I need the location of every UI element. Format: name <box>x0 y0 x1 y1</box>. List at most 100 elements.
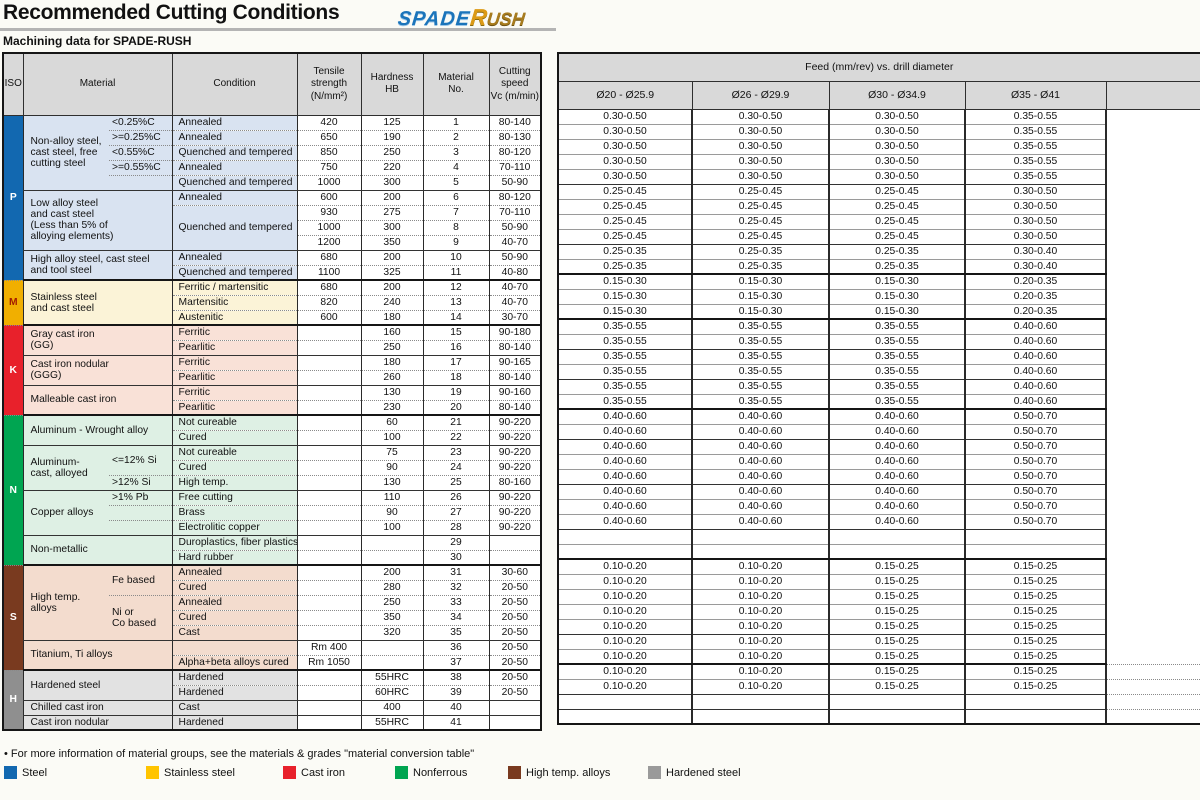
material-no-cell: 12 <box>422 280 490 296</box>
hardness-cell: 110 <box>360 490 424 506</box>
feed-cell: 0.35-0.55 <box>964 169 1106 185</box>
feed-cell: 0.10-0.20 <box>558 559 692 575</box>
hardness-cell: 350 <box>360 235 424 251</box>
feed-filler-cell <box>1104 214 1200 229</box>
condition-cell: Annealed <box>171 130 298 146</box>
cutting-speed-cell: 50-90 <box>488 250 542 266</box>
feed-cell: 0.40-0.60 <box>558 499 692 515</box>
material-no-cell: 16 <box>422 340 490 356</box>
machining-header-row: ISO Material Condition Tensile strength … <box>2 52 542 116</box>
material-row: Cast iron nodular Hardened 55HRC 41 <box>3 715 542 731</box>
material-cell: Cast iron nodular (GGG) <box>22 355 173 386</box>
feed-filler-cell <box>1104 454 1200 469</box>
left-table-body: P Non-alloy steel, cast steel, free cutti… <box>3 115 542 731</box>
cutting-speed-cell: 50-90 <box>488 175 542 191</box>
hardness-cell: 200 <box>360 280 424 296</box>
material-row: >=0.25%C Annealed 650 190 2 80-130 <box>3 130 542 146</box>
tensile-cell <box>296 430 362 446</box>
tensile-cell <box>296 340 362 356</box>
hardness-cell <box>360 550 424 566</box>
feed-filler-cell <box>1104 409 1200 424</box>
feed-cell: 0.15-0.30 <box>691 304 829 320</box>
iso-letter-cell: M <box>3 280 23 326</box>
material-row: Titanium, Ti alloys Rm 400 36 20-50 <box>3 640 542 671</box>
material-cell: Non-alloy steel, cast steel, free cuttin… <box>22 115 109 191</box>
feed-cell: 0.25-0.45 <box>828 199 965 215</box>
feed-cell: 0.40-0.60 <box>828 424 965 440</box>
hardness-cell: 300 <box>360 220 424 236</box>
feed-cell: 0.10-0.20 <box>558 574 692 590</box>
tensile-cell <box>296 535 362 551</box>
feed-cell: 0.15-0.25 <box>964 574 1106 590</box>
material-no-cell: 34 <box>422 610 490 626</box>
feed-filler-cell <box>1104 184 1200 199</box>
feed-cell: 0.40-0.60 <box>691 499 829 515</box>
material-no-cell: 35 <box>422 625 490 641</box>
feed-cell: 0.30-0.40 <box>964 244 1106 260</box>
cutting-speed-cell: 90-160 <box>488 385 542 401</box>
material-row: Cast 320 35 20-50 <box>3 625 542 641</box>
condition-cell: Cured <box>171 580 298 596</box>
cutting-speed-cell: 70-110 <box>488 160 542 176</box>
cutting-speed-cell: 80-120 <box>488 190 542 206</box>
feed-row: 0.15-0.30 0.15-0.30 0.15-0.30 0.20-0.35 <box>558 289 1200 305</box>
feed-cell: 0.15-0.25 <box>964 619 1106 635</box>
material-no-cell: 31 <box>422 565 490 581</box>
feed-filler-cell <box>1104 484 1200 499</box>
feed-row: 0.40-0.60 0.40-0.60 0.40-0.60 0.50-0.70 <box>558 514 1200 530</box>
feed-cell: 0.35-0.55 <box>558 349 692 365</box>
footnote: • For more information of material group… <box>4 748 475 760</box>
col-header-material: Material <box>22 52 173 116</box>
feed-cell: 0.40-0.60 <box>558 454 692 470</box>
material-no-cell: 41 <box>422 715 490 731</box>
feed-row: 0.35-0.55 0.35-0.55 0.35-0.55 0.40-0.60 <box>558 334 1200 350</box>
feed-cell: 0.15-0.30 <box>558 274 692 290</box>
feed-cell: 0.40-0.60 <box>828 484 965 500</box>
feed-row <box>558 529 1200 545</box>
hardness-cell: 230 <box>360 400 424 416</box>
feed-filler-cell <box>1104 544 1200 559</box>
feed-row: 0.10-0.20 0.10-0.20 0.15-0.25 0.15-0.25 <box>558 589 1200 605</box>
hardness-cell: 275 <box>360 205 424 221</box>
hardness-cell: 180 <box>360 310 424 326</box>
material-row: Cured 100 22 90-220 <box>3 430 542 446</box>
hardness-cell: 280 <box>360 580 424 596</box>
feed-cell: 0.10-0.20 <box>558 649 692 665</box>
feed-row: 0.40-0.60 0.40-0.60 0.40-0.60 0.50-0.70 <box>558 484 1200 500</box>
material-no-cell: 39 <box>422 685 490 701</box>
legend-label: Nonferrous <box>413 766 468 779</box>
material-no-cell: 23 <box>422 445 490 461</box>
tensile-cell: 930 <box>296 205 362 221</box>
material-cell: High alloy steel, cast steel and tool st… <box>22 250 173 281</box>
hardness-cell: 130 <box>360 475 424 491</box>
tensile-cell: 1200 <box>296 235 362 251</box>
feed-cell: 0.35-0.55 <box>828 334 965 350</box>
feed-cell <box>691 544 829 560</box>
feed-cell: 0.15-0.25 <box>828 574 965 590</box>
material-row: P Non-alloy steel, cast steel, free cutti… <box>3 115 542 281</box>
hardness-cell <box>360 535 424 551</box>
feed-cell: 0.10-0.20 <box>691 619 829 635</box>
condition-cell: Cast <box>171 625 298 641</box>
legend-label: Cast iron <box>301 766 346 779</box>
legend-item: Nonferrous <box>395 766 508 779</box>
feed-cell <box>691 694 829 710</box>
feed-row: 0.10-0.20 0.10-0.20 0.15-0.25 0.15-0.25 <box>558 619 1200 635</box>
cutting-speed-cell: 70-110 <box>488 205 542 221</box>
feed-filler-cell <box>1104 334 1200 349</box>
feed-row: 0.40-0.60 0.40-0.60 0.40-0.60 0.50-0.70 <box>558 454 1200 470</box>
material-subtype-cell <box>109 505 173 521</box>
feed-cell: 0.25-0.45 <box>691 229 829 245</box>
feed-filler-cell <box>1104 529 1200 544</box>
condition-cell: Not cureable <box>171 445 298 461</box>
feed-cell: 0.15-0.25 <box>828 619 965 635</box>
tensile-cell <box>296 625 362 641</box>
feed-cell: 0.35-0.55 <box>691 379 829 395</box>
feed-cell: 0.40-0.60 <box>558 469 692 485</box>
tensile-cell <box>296 460 362 476</box>
feed-cell: 0.35-0.55 <box>691 394 829 410</box>
material-no-cell: 1 <box>422 115 490 131</box>
condition-cell: Hardened <box>171 685 298 701</box>
material-row: H Hardened steel Hardened 55HRC 38 20-50 <box>3 670 542 731</box>
condition-cell: Annealed <box>171 595 298 611</box>
